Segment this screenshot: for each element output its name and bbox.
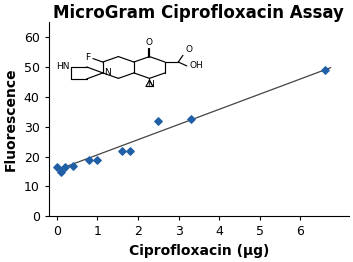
X-axis label: Ciprofloxacin (μg): Ciprofloxacin (μg) (128, 244, 269, 258)
Point (127, 149, 133, 153)
Point (119, 149, 125, 153)
Title: MicroGram Ciprofloxacin Assay: MicroGram Ciprofloxacin Assay (53, 4, 344, 22)
Point (95, 157, 100, 162)
Y-axis label: Fluorescence: Fluorescence (4, 68, 18, 171)
Point (86, 157, 92, 162)
Point (62, 165, 68, 169)
Point (155, 119, 161, 123)
Point (322, 68, 327, 72)
Point (54, 165, 60, 169)
Point (188, 117, 193, 121)
Point (70, 163, 76, 168)
Point (58, 170, 64, 174)
